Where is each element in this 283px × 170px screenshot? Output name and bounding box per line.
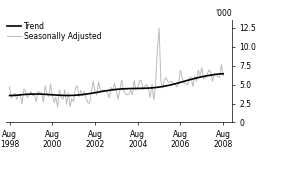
Legend: Trend, Seasonally Adjusted: Trend, Seasonally Adjusted (7, 22, 102, 41)
Text: '000: '000 (215, 9, 232, 18)
